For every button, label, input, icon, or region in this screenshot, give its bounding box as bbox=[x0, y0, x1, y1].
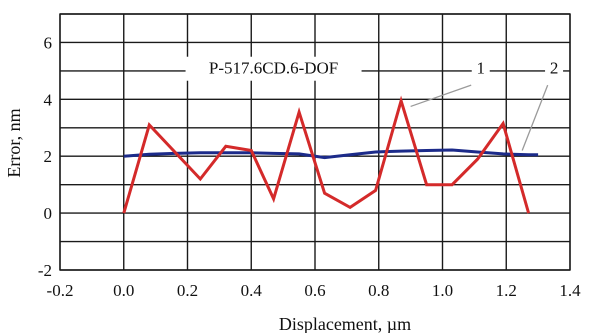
x-tick-label: 1.2 bbox=[496, 281, 517, 300]
series-1-label: 1 bbox=[477, 59, 486, 78]
plot-frame bbox=[59, 13, 571, 271]
y-tick-label: 6 bbox=[44, 33, 53, 52]
x-tick-label: 0.2 bbox=[177, 281, 198, 300]
annotation-background bbox=[471, 56, 490, 81]
x-tick-label: 0.8 bbox=[368, 281, 389, 300]
grid bbox=[59, 13, 571, 271]
series-2-label: 2 bbox=[550, 59, 559, 78]
annotation-background bbox=[545, 56, 564, 81]
x-tick-label: -0.2 bbox=[47, 281, 74, 300]
x-tick-label: 0.4 bbox=[241, 281, 263, 300]
series-1-line bbox=[122, 95, 531, 214]
x-tick-label: 0.0 bbox=[113, 281, 134, 300]
annotations: P-517.6CD.6-DOF 1 2 bbox=[185, 56, 564, 151]
series-2-leader-line bbox=[521, 84, 549, 151]
x-tick-label: 1.0 bbox=[432, 281, 453, 300]
y-tick-label: 4 bbox=[44, 90, 53, 109]
y-axis-title: Error, nm bbox=[4, 108, 24, 177]
annotation-background bbox=[185, 56, 362, 81]
x-tick-label: 1.4 bbox=[559, 281, 581, 300]
tick-labels: -0.2 0.0 0.2 0.4 0.6 0.8 1.0 1.2 1.4 -2 0 2 4 6 bbox=[38, 33, 581, 300]
series-1-leader-line bbox=[410, 84, 472, 108]
series bbox=[122, 95, 539, 214]
y-tick-label: 0 bbox=[44, 204, 53, 223]
x-axis-title: Displacement, µm bbox=[279, 314, 411, 333]
y-tick-label: 2 bbox=[44, 147, 53, 166]
x-tick-label: 0.6 bbox=[304, 281, 325, 300]
y-tick-label: -2 bbox=[38, 261, 52, 280]
model-label: P-517.6CD.6-DOF bbox=[209, 59, 338, 78]
